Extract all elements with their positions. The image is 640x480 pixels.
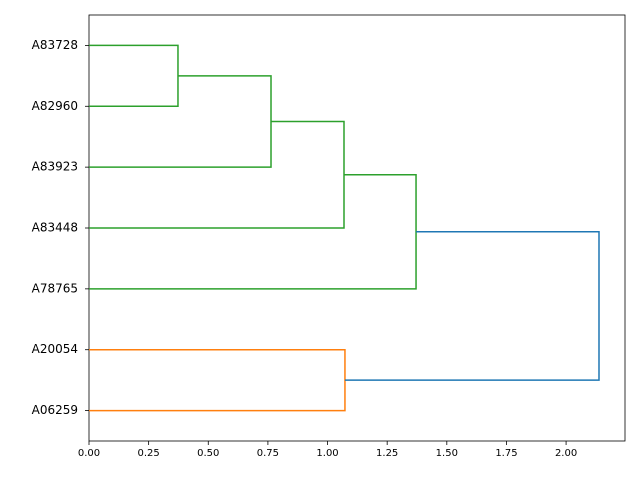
link [89, 75, 272, 168]
link [89, 348, 346, 412]
leaf-label: A83923 [32, 160, 78, 174]
x-tick-label: 0.00 [78, 448, 100, 459]
link [89, 44, 179, 108]
x-tick-label: 1.50 [436, 448, 458, 459]
x-tick-label: 0.50 [197, 448, 219, 459]
leaf-label: A06259 [32, 403, 78, 417]
x-tick-label: 1.25 [376, 448, 398, 459]
x-tick-label: 0.25 [138, 448, 160, 459]
leaf-label: A83448 [32, 221, 78, 235]
x-tick-label: 2.00 [555, 448, 577, 459]
link [89, 174, 417, 290]
leaf-label: A82960 [32, 99, 78, 113]
leaf-label: A83728 [32, 38, 78, 52]
link [344, 231, 600, 381]
x-tick-label: 1.75 [495, 448, 517, 459]
leaf-label: A20054 [32, 342, 78, 356]
leaf-label: A78765 [32, 281, 78, 295]
x-tick-label: 0.75 [257, 448, 279, 459]
link [89, 120, 345, 229]
x-tick-label: 1.00 [316, 448, 338, 459]
